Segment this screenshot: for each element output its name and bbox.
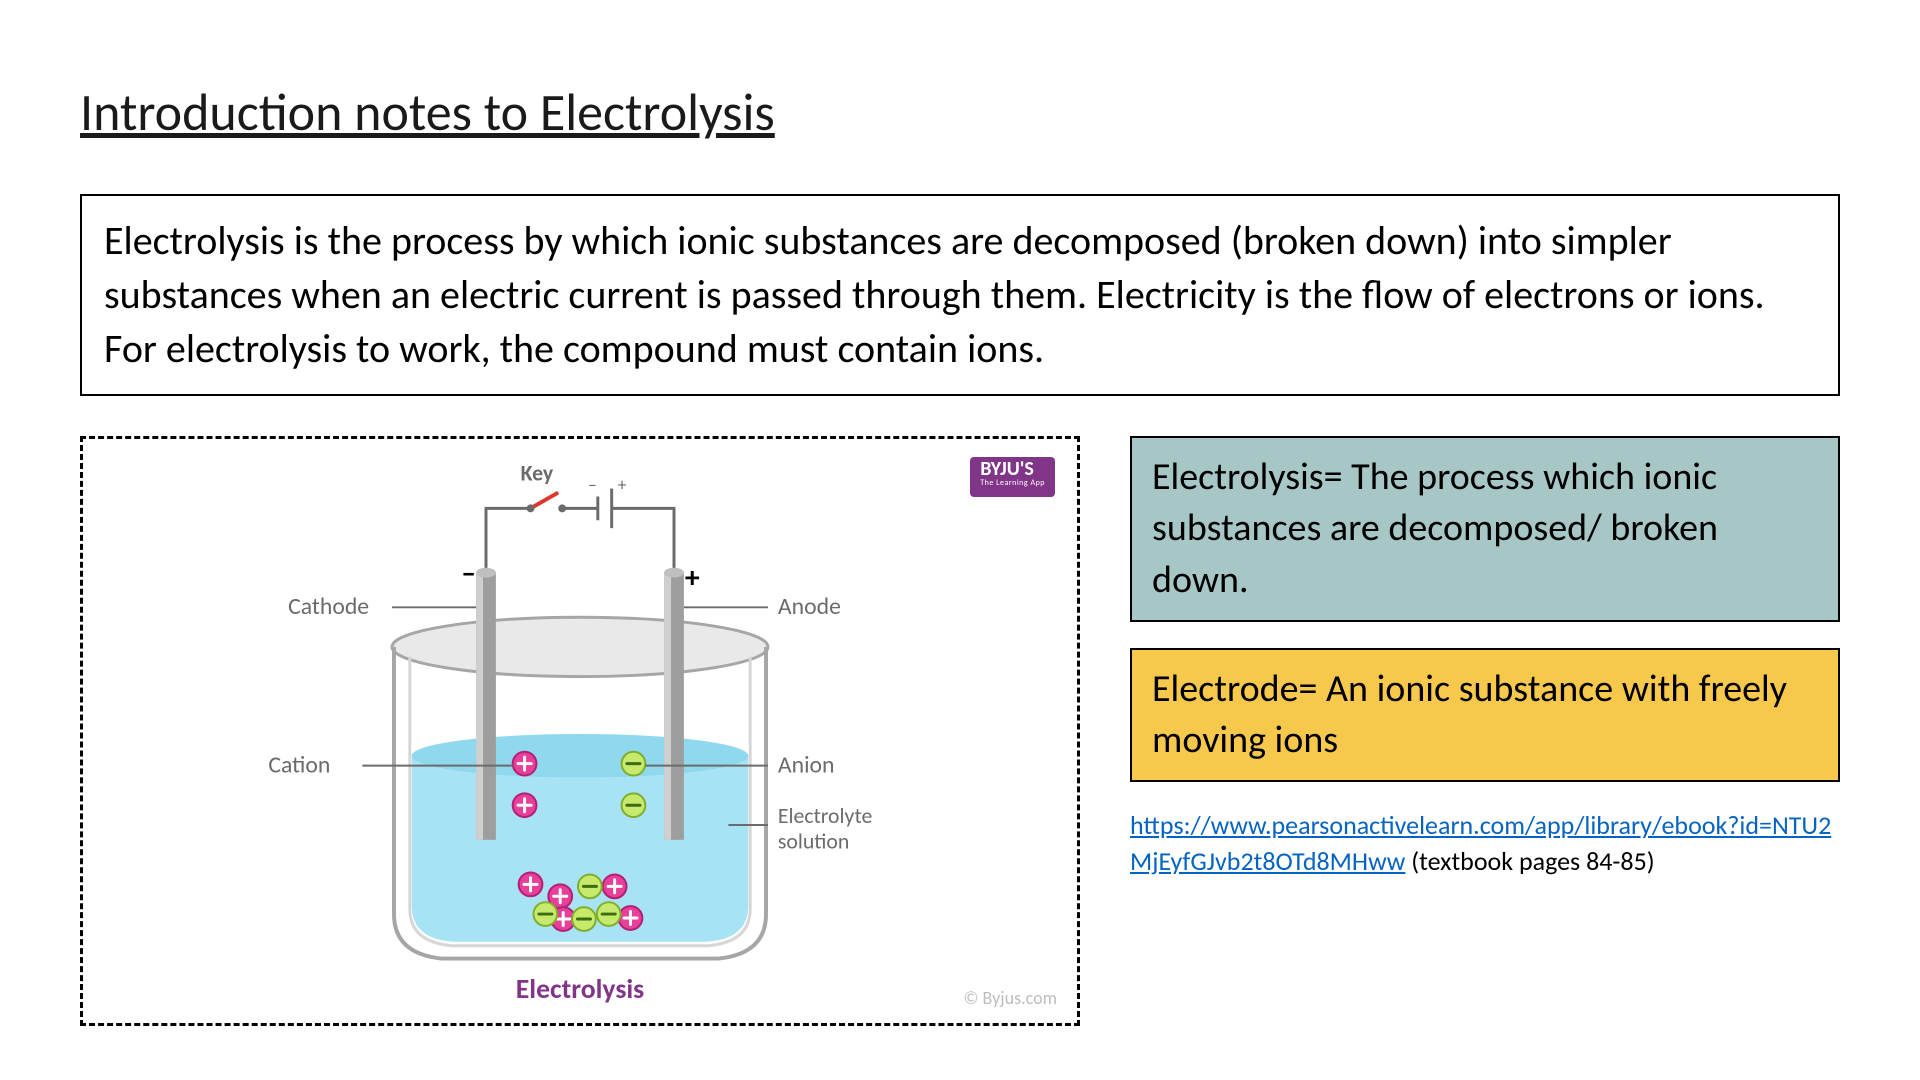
diagram-title: Electrolysis [516, 973, 644, 1006]
anode-electrode [664, 568, 684, 840]
page-title: Introduction notes to Electrolysis [80, 80, 1840, 144]
wire-group: – + [486, 474, 674, 573]
brand-badge: BYJU'S The Learning App [970, 457, 1055, 497]
switch-icon [531, 493, 559, 509]
anode-sign: + [685, 560, 700, 596]
diagram-copyright: © Byjus.com [963, 987, 1057, 1009]
brand-subtext: The Learning App [980, 479, 1045, 487]
cathode-electrode [476, 568, 496, 840]
key-label: Key [521, 460, 554, 487]
reference-link-block: https://www.pearsonactivelearn.com/app/l… [1130, 808, 1840, 878]
info-box-electrolysis: Electrolysis= The process which ionic su… [1130, 436, 1840, 622]
battery-plus-label: + [618, 474, 627, 496]
electrolysis-diagram: BYJU'S The Learning App – + [80, 436, 1080, 1026]
cation-label: Cation [268, 751, 330, 780]
lower-row: BYJU'S The Learning App – + [80, 436, 1840, 1026]
cathode-label: Cathode [288, 592, 369, 621]
diagram-svg: – + Key – + [93, 449, 1067, 1013]
electrolyte-label-2: solution [778, 828, 849, 855]
right-column: Electrolysis= The process which ionic su… [1130, 436, 1840, 879]
info-box-electrode: Electrode= An ionic substance with freel… [1130, 648, 1840, 783]
electrolyte-label-1: Electrolyte [778, 802, 873, 829]
battery-minus-label: – [588, 474, 597, 496]
definition-box: Electrolysis is the process by which ion… [80, 194, 1840, 396]
anode-label: Anode [778, 592, 841, 621]
reference-suffix: (textbook pages 84-85) [1405, 845, 1654, 877]
cathode-sign: – [461, 555, 476, 591]
anion-label: Anion [778, 751, 835, 780]
